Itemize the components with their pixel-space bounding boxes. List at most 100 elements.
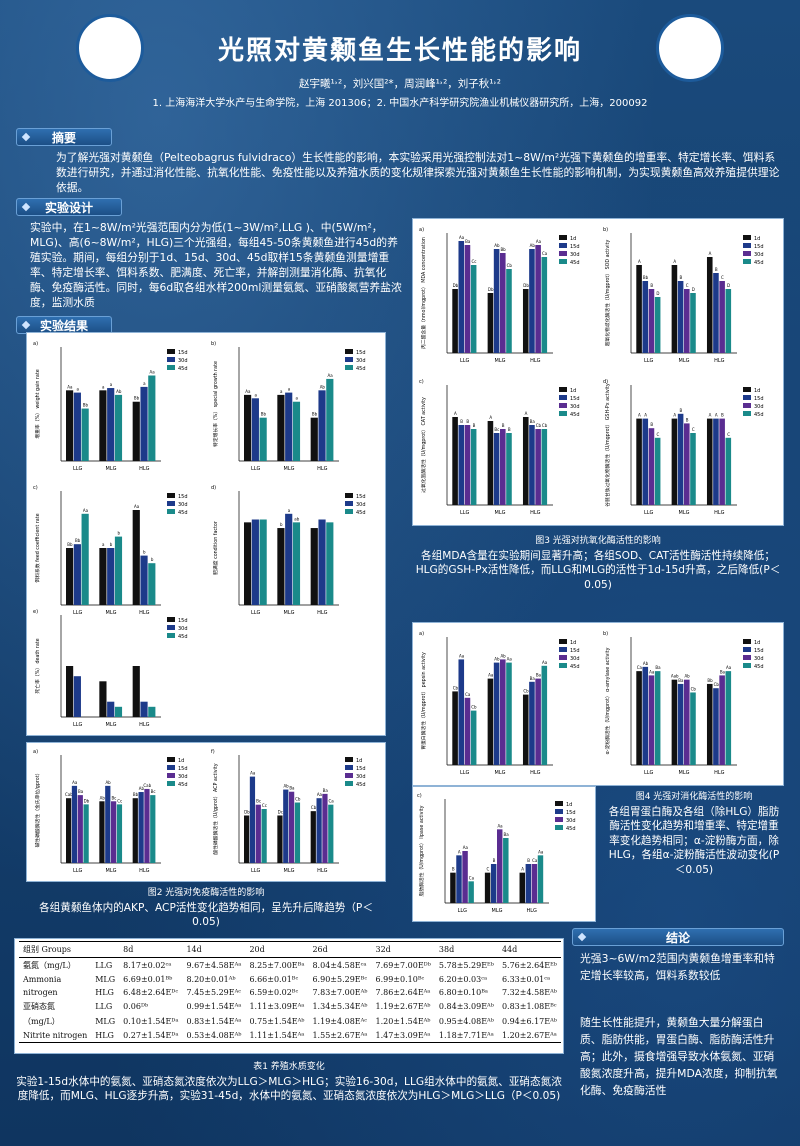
table-cell: 6.33±0.01ᶜᵃ [501, 975, 551, 984]
bar [462, 851, 468, 903]
panel-label: b) [603, 227, 608, 233]
figure-2-caption: 图2 光强对免疫酶活性的影响 各组黄颡鱼体内的AKP、ACP活性变化趋势相同，呈… [26, 886, 386, 930]
bar [138, 792, 144, 863]
bar [114, 394, 123, 461]
legend-swatch [743, 243, 751, 248]
bar [654, 297, 661, 353]
legend-swatch [167, 357, 175, 362]
x-tick-label: LLG [251, 610, 261, 616]
bar [725, 437, 732, 505]
legend-swatch [559, 387, 567, 392]
bar [458, 659, 465, 765]
legend-swatch [345, 765, 353, 770]
data-label: C [657, 432, 660, 437]
data-label: B [650, 283, 653, 288]
table-row: Ammonia MLG 6.69±0.01ᴮᵇ 8.20±0.01ᴬᵇ 6.66±0.0… [19, 973, 561, 986]
data-label: B [680, 408, 683, 413]
figure-1-panel: a) 增重率（%） weight gain rate LLG Aa a Bb MLG a a Ab… [26, 332, 386, 736]
y-axis-label: 胃蛋白酶活性（U/mgprot） pepsin activity [420, 652, 427, 750]
data-label: A [709, 413, 712, 418]
legend-label: 30d [754, 656, 764, 662]
legend-swatch [345, 773, 353, 778]
panel-label: d) [211, 485, 216, 491]
data-label: Bb [133, 792, 139, 797]
bar [114, 706, 123, 717]
legend-label: 1d [178, 758, 184, 764]
data-label: Bc [494, 427, 499, 432]
legend-swatch [743, 411, 751, 416]
table-cell: 0.75±1.54Eᴬᵇ [249, 1017, 305, 1026]
table-header-cell: 20d [245, 941, 309, 958]
legend-label: 45d [566, 826, 576, 832]
bar [719, 281, 725, 353]
x-tick-label: MLG [284, 868, 295, 874]
y-axis-label: 脂肪酶活性（U/mgprot） lipase activity [418, 805, 425, 896]
table-cell: 1.34±5.34Eᴬᵇ [312, 1002, 368, 1011]
data-label: Ba [678, 678, 684, 683]
table-cell: 7.83±7.00Eᴬᵇ [312, 988, 368, 997]
data-label: Aa [245, 389, 251, 394]
figure-4-caption: 图4 光强对消化酶活性的影响 各组胃蛋白酶及各组（除HLG）脂肪酶活性变化趋势和… [604, 790, 784, 877]
table-cell: 6.80±0.10ᴮᵃ [438, 988, 489, 997]
data-label: a [288, 387, 291, 392]
legend-swatch [559, 395, 567, 400]
data-label: a [143, 381, 146, 386]
data-label: B [473, 423, 476, 428]
data-label: Bb [83, 403, 89, 408]
bar [493, 249, 500, 353]
legend-swatch [345, 501, 353, 506]
bar [654, 671, 661, 765]
legend-label: 15d [754, 648, 764, 654]
x-tick-label: MLG [106, 466, 117, 472]
bar [506, 662, 512, 765]
bar [83, 804, 89, 863]
legend-swatch [555, 809, 563, 814]
y-axis-label: 特定增长率（%） special growth rate [212, 361, 219, 447]
x-tick-label: LLG [644, 770, 654, 776]
figure-3-svg: a) 丙二醛含量（nmol/mgprot） MDA concentration LL… [419, 227, 764, 516]
x-tick-label: HLG [317, 466, 328, 472]
data-label: Bc [111, 795, 116, 800]
table-cell: 9.67±4.58Eᴬᵃ [186, 961, 242, 970]
legend-label: 30d [754, 404, 764, 410]
x-tick-label: HLG [530, 510, 541, 516]
bar [525, 864, 532, 903]
legend-swatch [555, 825, 563, 830]
bar [259, 417, 267, 461]
table-cell: Nitrite nitrogen [23, 1031, 88, 1040]
y-axis-label: 死亡率（%） death rate [34, 638, 41, 693]
x-tick-label: MLG [495, 358, 506, 364]
legend-label: 45d [178, 510, 188, 516]
data-label: D [727, 283, 730, 288]
table-cell: MLG [95, 1017, 116, 1026]
legend-swatch [743, 259, 751, 264]
x-tick-label: LLG [251, 868, 261, 874]
data-label: Ca [465, 692, 471, 697]
data-label: A [489, 415, 492, 420]
data-label: B [460, 419, 463, 424]
bar [506, 433, 512, 505]
bar [725, 671, 732, 765]
data-label: Aa [67, 384, 73, 389]
bar [535, 429, 541, 505]
figure-1-caption: 图1 光强对生长性能的影响 增重率、特定增长率LLG显著降低，HLG显著升高，M… [222, 618, 380, 720]
legend-swatch [167, 757, 175, 762]
table-cell: 6.59±0.02ᴮᶜ [249, 988, 299, 997]
data-label: Ba [720, 669, 726, 674]
x-tick-label: LLG [73, 610, 83, 616]
data-label: Db [523, 283, 529, 288]
legend-swatch [555, 801, 563, 806]
data-label: Cb [295, 797, 301, 802]
poster-title: 光照对黄颡鱼生长性能的影响 [217, 36, 582, 66]
data-label: Ca [328, 799, 334, 804]
data-label: Ab [116, 389, 122, 394]
legend-swatch [345, 349, 353, 354]
bar [310, 417, 318, 461]
table-cell: 6.48±2.64Eᴰᶜ [123, 988, 179, 997]
y-axis-label: 碱性磷酸酶活性（金氏单位/gprot） [34, 771, 41, 848]
x-tick-label: MLG [284, 466, 295, 472]
legend-swatch [167, 493, 175, 498]
data-label: C [727, 432, 730, 437]
table-cell: 6.99±0.10ᴮᶜ [375, 975, 425, 984]
data-label: b [110, 542, 113, 547]
